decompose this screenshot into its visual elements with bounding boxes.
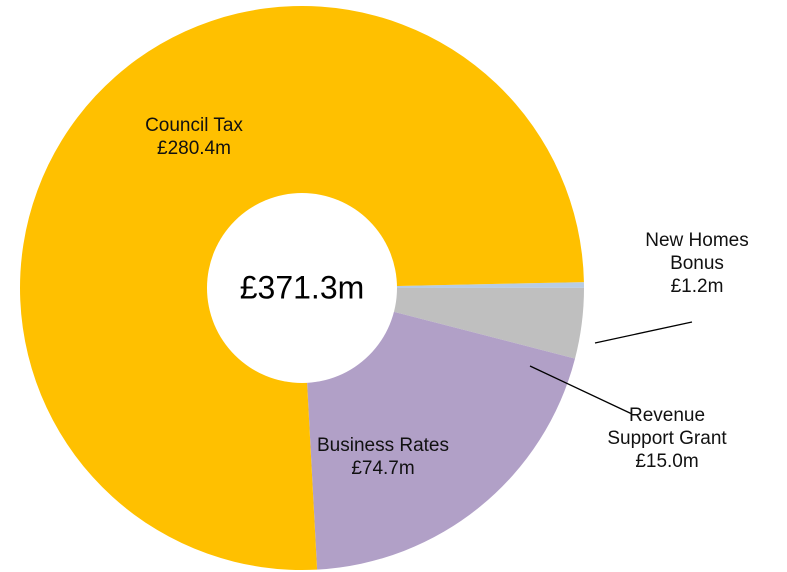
- data-label-line: £15.0m: [635, 451, 698, 472]
- data-label-line: £280.4m: [157, 138, 231, 159]
- leader-line-new-homes-bonus: [594, 321, 693, 344]
- donut-hole: [207, 193, 397, 383]
- data-label-new-homes-bonus: New Homes Bonus £1.2m: [645, 230, 748, 297]
- data-label-line: Business Rates: [317, 435, 449, 456]
- data-label-revenue-support-grant: Revenue Support Grant £15.0m: [607, 405, 727, 472]
- data-label-line: New Homes: [645, 230, 748, 251]
- data-label-line: £1.2m: [671, 276, 724, 297]
- slice-business-rates: [302, 288, 576, 570]
- data-label-business-rates: Business Rates £74.7m: [317, 435, 449, 479]
- data-label-line: £74.7m: [351, 458, 414, 479]
- data-label-line: Revenue: [629, 405, 705, 426]
- data-label-line: Council Tax: [145, 115, 243, 136]
- leader-lines-layer: [529, 321, 693, 415]
- data-label-line: Bonus: [670, 253, 724, 274]
- leader-line-revenue-support-grant: [529, 365, 633, 415]
- data-label-council-tax: Council Tax £280.4m: [145, 115, 243, 159]
- data-label-line: Support Grant: [607, 428, 727, 449]
- center-total-label: £371.3m: [240, 269, 365, 305]
